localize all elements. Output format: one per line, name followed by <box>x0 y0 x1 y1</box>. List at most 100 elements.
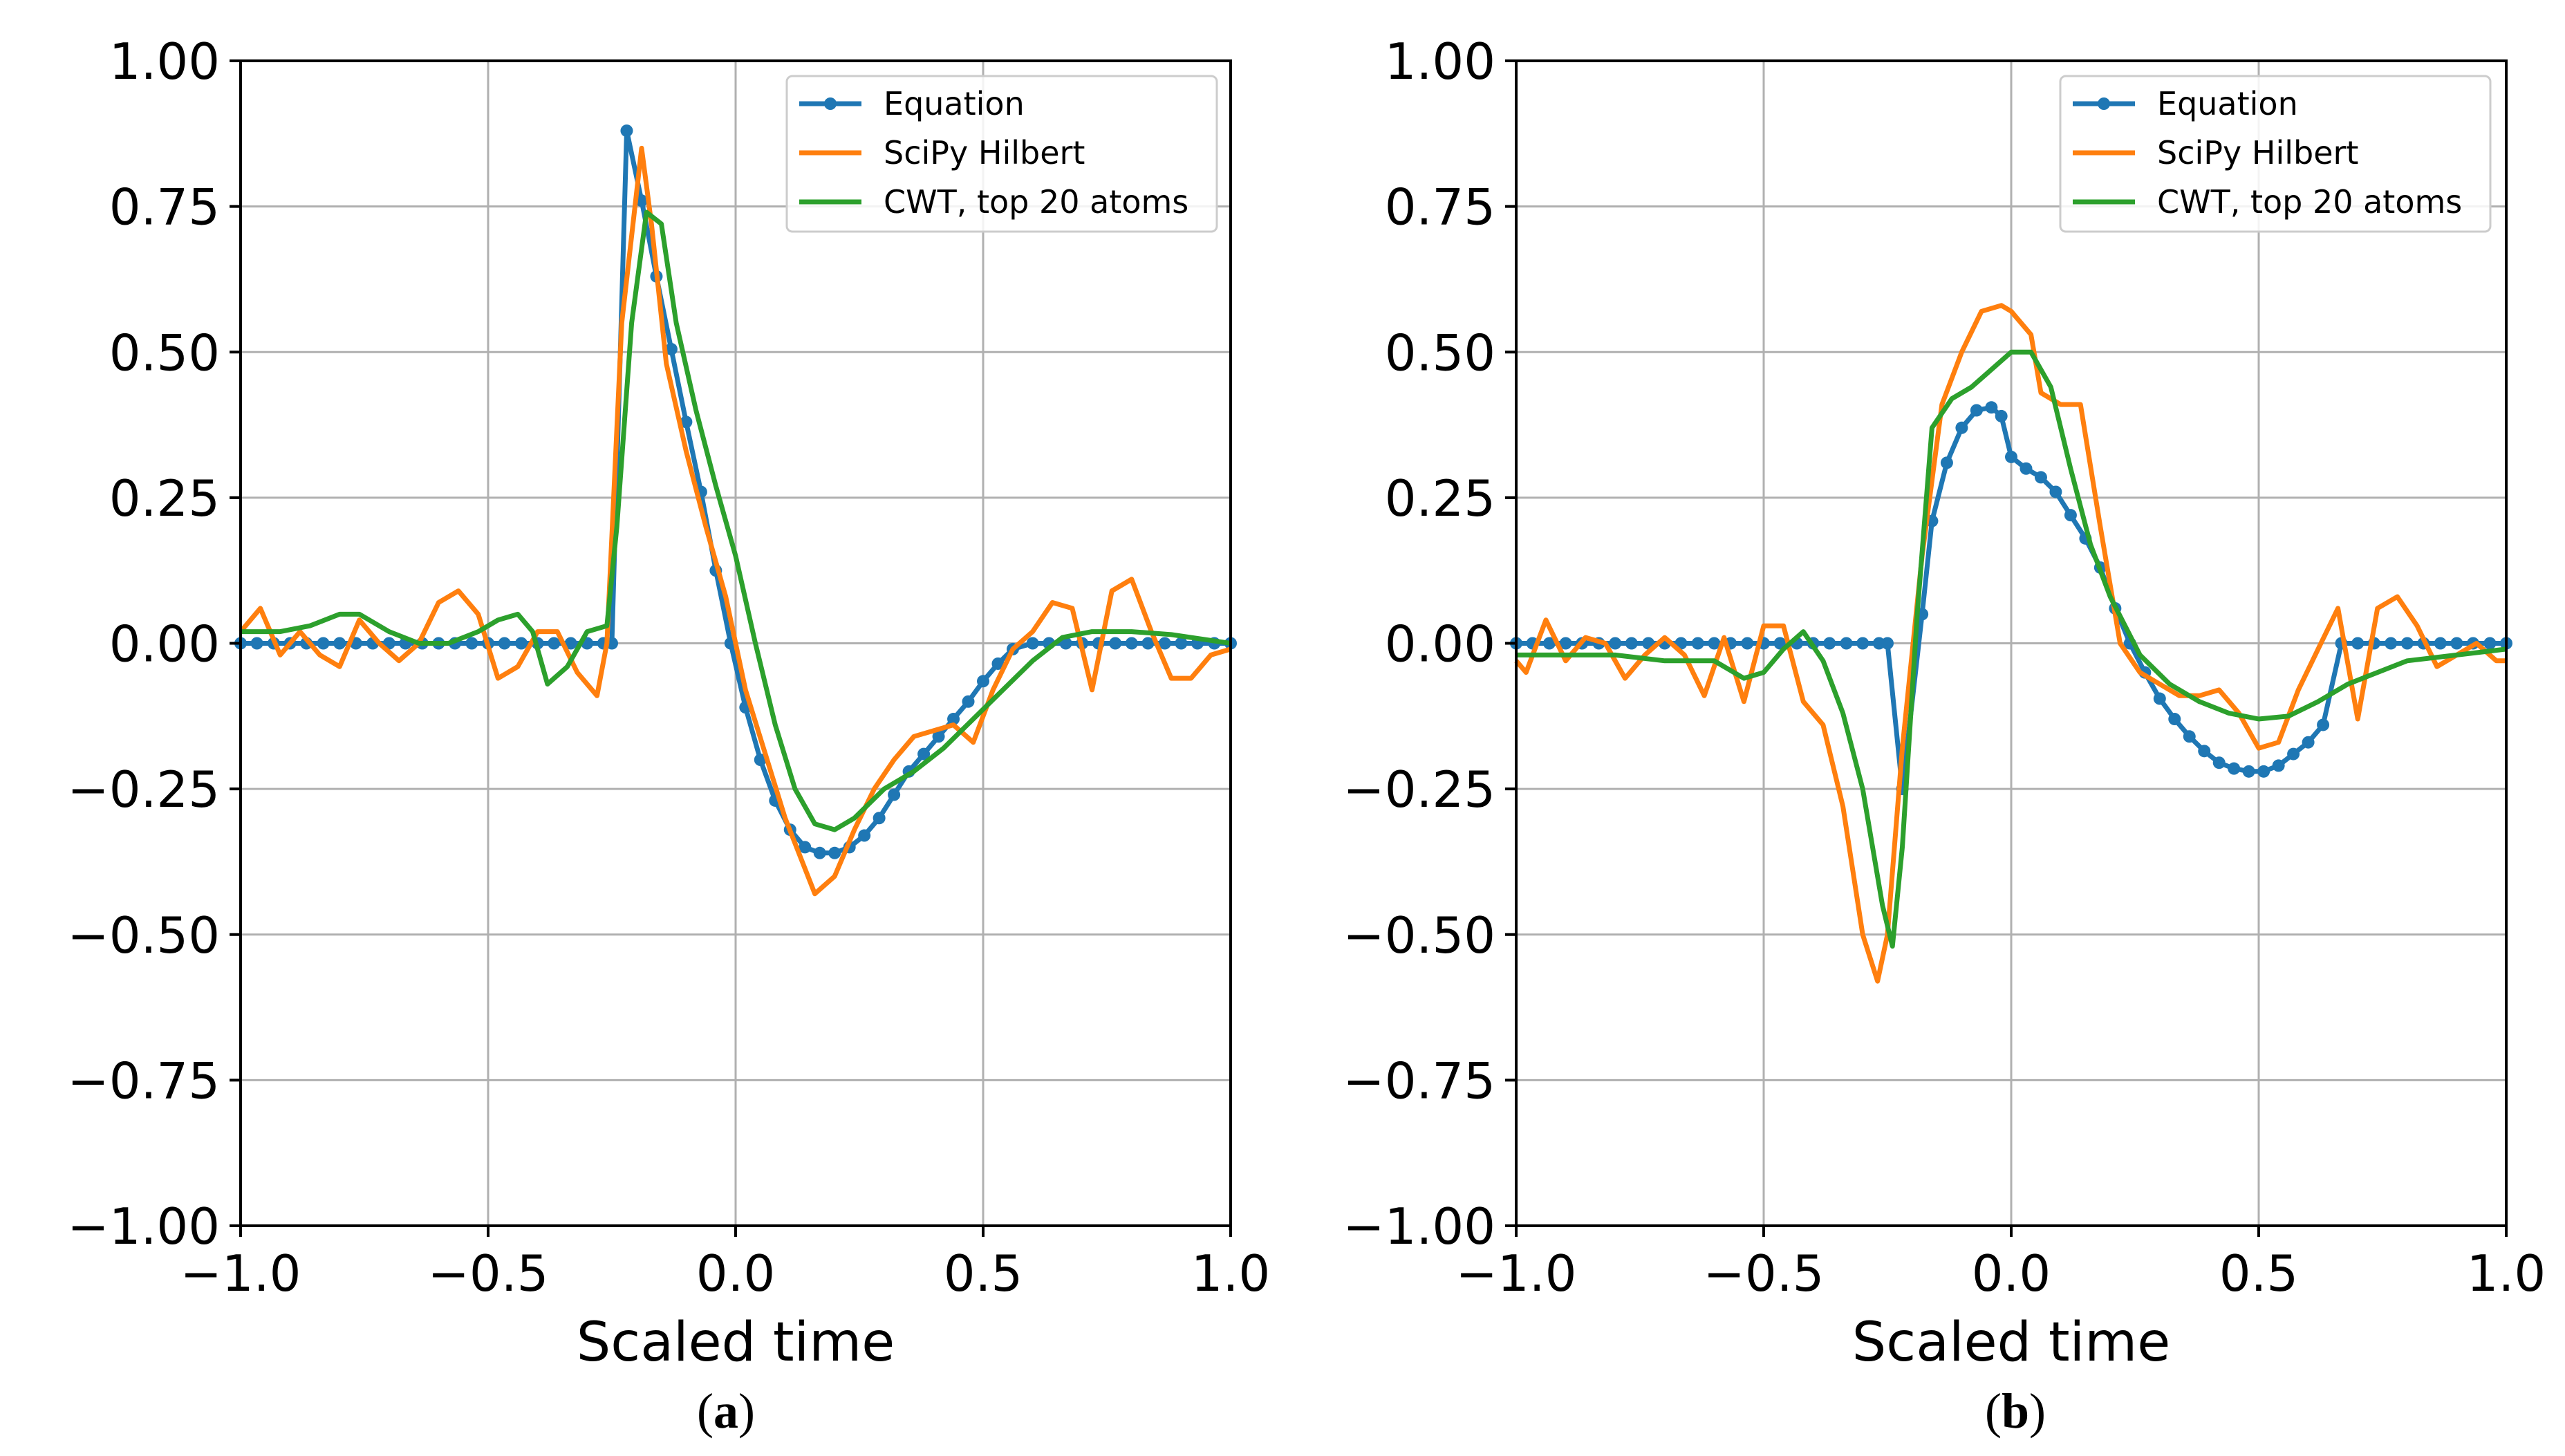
y-tick-label: −1.00 <box>67 1197 220 1256</box>
data-point <box>620 124 633 138</box>
data-point <box>2287 747 2300 760</box>
data-point <box>1559 637 1572 650</box>
data-point <box>2450 637 2463 650</box>
data-point <box>917 747 931 760</box>
data-point <box>548 637 561 650</box>
data-point <box>1026 637 1039 650</box>
data-point <box>888 788 901 801</box>
y-tick-label: −0.50 <box>67 906 220 964</box>
data-point <box>1995 409 2008 422</box>
legend-entry: SciPy Hilbert <box>2157 134 2358 171</box>
y-tick-label: 0.00 <box>1385 615 1495 673</box>
ticks: −1.0 −0.5 0.0 0.5 1.0 1.00 0.75 0.50 0.25 0.00 −0.… <box>1343 32 2546 1303</box>
legend-entry: CWT, top 20 atoms <box>884 183 1188 221</box>
ticks: −1.0 −0.5 0.0 0.5 1.0 1.00 0.75 0.50 0.25 0.00 −0.… <box>67 32 1270 1303</box>
data-point <box>2064 509 2077 522</box>
legend: Equation SciPy Hilbert CWT, top 20 atoms <box>2059 75 2492 233</box>
data-point <box>2272 759 2285 772</box>
data-point <box>2183 730 2196 743</box>
data-point <box>962 695 975 708</box>
data-point <box>1970 404 1983 417</box>
y-tick-label: 1.00 <box>109 32 220 91</box>
series-line-cwt-top-20-atoms <box>241 209 1231 832</box>
y-tick-label: −0.25 <box>67 760 220 819</box>
series-line-cwt-top-20-atoms <box>1516 349 2507 949</box>
chart-panel-b: −1.0 −0.5 0.0 0.5 1.0 1.00 0.75 0.50 0.25 0.00 −0.… <box>1343 32 2546 1374</box>
x-tick-label: −1.0 <box>1456 1244 1577 1303</box>
data-point <box>2153 692 2166 705</box>
data-point <box>498 637 511 650</box>
data-point <box>858 829 871 842</box>
data-point <box>1141 637 1155 650</box>
data-point <box>1840 637 1853 650</box>
data-point <box>1881 637 1894 650</box>
data-point <box>932 730 945 743</box>
legend-box <box>2059 75 2492 233</box>
y-tick-label: −0.50 <box>1343 906 1495 964</box>
y-tick-label: −0.25 <box>1343 760 1495 819</box>
data-point <box>2168 713 2181 726</box>
legend-marker <box>824 97 837 110</box>
legend-entry: CWT, top 20 atoms <box>2157 183 2462 221</box>
data-point <box>1856 637 1869 650</box>
data-point <box>2257 765 2270 778</box>
data-point <box>754 754 767 766</box>
data-point <box>333 637 346 650</box>
data-point <box>977 675 989 688</box>
data-point <box>1609 637 1622 650</box>
data-point <box>514 637 528 650</box>
y-tick-label: −0.75 <box>67 1052 220 1110</box>
data-point <box>2228 762 2241 775</box>
data-point <box>2049 485 2062 498</box>
data-point <box>799 841 812 854</box>
data-point <box>465 637 478 650</box>
data-point <box>1625 637 1638 650</box>
series-line-scipy-hilbert <box>239 145 1231 897</box>
x-tick-label: −0.5 <box>428 1244 549 1303</box>
data-point <box>947 713 960 726</box>
x-tick-label: 0.0 <box>696 1244 776 1303</box>
data-point <box>2034 471 2047 484</box>
data-point <box>2212 756 2226 769</box>
data-point <box>2400 637 2414 650</box>
data-point <box>2242 765 2255 778</box>
data-point <box>1158 637 1171 650</box>
x-tick-label: −0.5 <box>1704 1244 1825 1303</box>
data-point <box>873 812 886 825</box>
x-tick-label: 1.0 <box>1191 1244 1271 1303</box>
data-point <box>2020 462 2033 475</box>
x-tick-label: 0.0 <box>1972 1244 2051 1303</box>
data-point <box>680 416 693 429</box>
x-axis-label: Scaled time <box>577 1312 895 1374</box>
data-point <box>2483 637 2497 650</box>
y-tick-label: 0.00 <box>109 615 220 673</box>
data-point <box>1955 421 1968 434</box>
data-point <box>317 637 330 650</box>
x-tick-label: −1.0 <box>180 1244 301 1303</box>
data-point <box>1175 637 1188 650</box>
series-group <box>1510 303 2512 984</box>
series-line-scipy-hilbert <box>1514 303 2506 984</box>
data-point <box>664 343 678 356</box>
y-tick-label: −0.75 <box>1343 1052 1495 1110</box>
y-tick-label: −1.00 <box>1343 1197 1495 1256</box>
data-point <box>250 637 263 650</box>
y-tick-label: 0.75 <box>1385 178 1495 236</box>
data-point <box>2198 745 2211 758</box>
data-point <box>2317 718 2330 731</box>
y-tick-label: 0.25 <box>109 469 220 528</box>
data-point <box>1985 401 1998 414</box>
x-tick-label: 1.0 <box>2467 1244 2546 1303</box>
legend-entry: SciPy Hilbert <box>884 134 1085 171</box>
legend: Equation SciPy Hilbert CWT, top 20 atoms <box>785 75 1218 233</box>
y-tick-label: 0.75 <box>109 178 220 236</box>
legend-marker <box>2098 97 2110 110</box>
y-tick-label: 1.00 <box>1385 32 1495 91</box>
y-tick-label: 0.50 <box>1385 324 1495 382</box>
data-point <box>564 637 577 650</box>
chart-panel-a: −1.0 −0.5 0.0 0.5 1.0 1.00 0.75 0.50 0.25 0.00 −0.… <box>67 32 1270 1374</box>
data-point <box>1109 637 1122 650</box>
series-group <box>234 124 1237 897</box>
x-tick-label: 0.5 <box>2219 1244 2299 1303</box>
